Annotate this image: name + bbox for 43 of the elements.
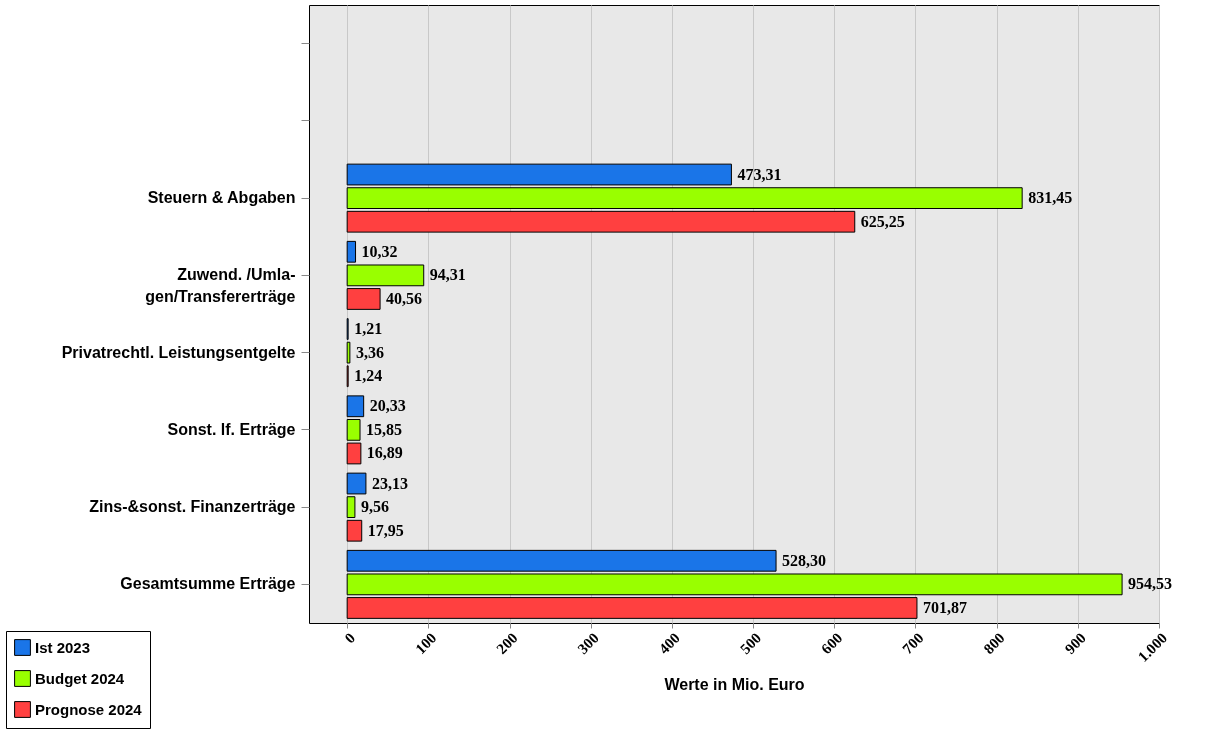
data-label: 15,85 xyxy=(366,420,403,438)
bar xyxy=(346,519,363,542)
data-label: 10,32 xyxy=(361,242,398,260)
y-tick-label: Sonst. lf. Erträge xyxy=(167,420,296,438)
bar xyxy=(346,395,365,418)
bar xyxy=(346,597,918,619)
y-tick-label: Steuern & Abgaben xyxy=(147,189,296,207)
data-label: 954,53 xyxy=(1128,575,1173,593)
x-tick-label: 600 xyxy=(818,629,846,658)
y-tick-label: Zins-&sonst. Finanzerträge xyxy=(89,498,296,516)
x-tick-label: 900 xyxy=(1061,629,1089,658)
data-label: 23,13 xyxy=(371,474,408,492)
data-label: 473,31 xyxy=(737,165,782,183)
y-tick-label: Privatrechtl. Leistungsentgelte xyxy=(61,343,296,361)
bar xyxy=(346,288,381,310)
legend-label: Prognose 2024 xyxy=(35,700,143,718)
x-tick-label: 700 xyxy=(899,629,927,658)
x-tick-label: 400 xyxy=(655,629,683,658)
data-label: 1,24 xyxy=(354,367,383,385)
data-label: 625,25 xyxy=(860,212,905,230)
x-tick-label: 800 xyxy=(980,629,1008,658)
data-label: 831,45 xyxy=(1028,189,1073,207)
x-axis-title: Werte in Mio. Euro xyxy=(664,675,805,693)
data-label: 9,56 xyxy=(360,498,389,516)
legend-label: Ist 2023 xyxy=(35,638,91,656)
data-label: 16,89 xyxy=(366,444,403,462)
x-tick-label: 500 xyxy=(736,629,765,658)
x-tick-label: 100 xyxy=(412,629,440,658)
legend-label: Budget 2024 xyxy=(35,669,125,687)
data-label: 528,30 xyxy=(782,551,827,569)
x-tick-label: 200 xyxy=(493,629,521,658)
data-label: 1,21 xyxy=(354,320,383,338)
data-label: 17,95 xyxy=(367,521,404,539)
y-tick-label: Gesamtsumme Erträge xyxy=(120,575,296,593)
data-label: 40,56 xyxy=(386,289,423,307)
data-label: 3,36 xyxy=(355,343,384,361)
x-tick-label: 300 xyxy=(574,629,602,658)
bar xyxy=(346,210,856,233)
data-label: 94,31 xyxy=(429,266,466,284)
x-tick-label: 0 xyxy=(341,629,359,647)
y-tick-label: Zuwend. /Umla- gen/Transfererträge xyxy=(145,266,296,306)
data-label: 701,87 xyxy=(922,598,967,616)
data-label: 20,33 xyxy=(369,397,406,415)
